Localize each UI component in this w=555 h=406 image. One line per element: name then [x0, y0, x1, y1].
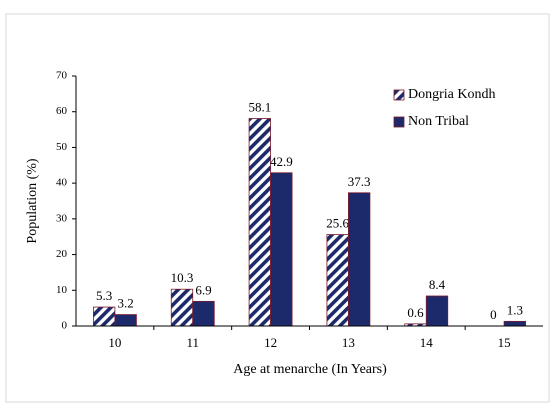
bar — [170, 288, 194, 327]
y-tick-label: 70 — [56, 70, 68, 82]
bar — [425, 295, 449, 327]
x-tick-label: 15 — [498, 335, 511, 350]
value-label: 10.3 — [171, 270, 194, 285]
y-tick-label: 30 — [56, 212, 68, 224]
x-tick-label: 13 — [342, 335, 355, 350]
x-tick-label: 12 — [264, 335, 277, 350]
y-tick-label: 60 — [56, 105, 68, 117]
legend-label: Non Tribal — [408, 114, 469, 129]
bar — [503, 320, 526, 327]
value-label: 5.3 — [96, 288, 112, 303]
bar — [248, 118, 271, 327]
x-axis-label: Age at menarche (In Years) — [233, 362, 387, 377]
bar — [270, 172, 293, 327]
x-tick-label: 10 — [108, 335, 121, 350]
bar — [326, 234, 349, 327]
value-label: 37.3 — [348, 174, 371, 189]
value-label: 3.2 — [118, 296, 134, 311]
y-tick-label: 0 — [62, 320, 68, 332]
y-tick-label: 50 — [56, 141, 68, 153]
x-tick-label: 11 — [186, 335, 199, 350]
value-label: 8.4 — [429, 277, 446, 292]
value-label: 58.1 — [248, 99, 271, 114]
bar — [192, 300, 215, 327]
value-label: 0 — [490, 307, 497, 322]
bar — [93, 306, 116, 327]
y-tick-label: 40 — [56, 177, 68, 189]
value-label: 42.9 — [270, 154, 293, 169]
x-tick-label: 14 — [420, 335, 434, 350]
value-label: 0.6 — [407, 305, 424, 320]
value-label: 25.6 — [326, 216, 349, 231]
value-label: 1.3 — [507, 302, 523, 317]
bar — [348, 192, 371, 327]
y-tick-label: 20 — [56, 248, 68, 260]
legend-label: Dongria Kondh — [408, 87, 496, 102]
legend-swatch — [393, 89, 405, 101]
chart-frame — [5, 13, 550, 403]
y-axis-label: Population (%) — [25, 158, 40, 243]
value-label: 6.9 — [195, 282, 211, 297]
bar — [114, 314, 137, 327]
y-tick-label: 10 — [56, 284, 68, 296]
legend-swatch — [393, 116, 405, 128]
